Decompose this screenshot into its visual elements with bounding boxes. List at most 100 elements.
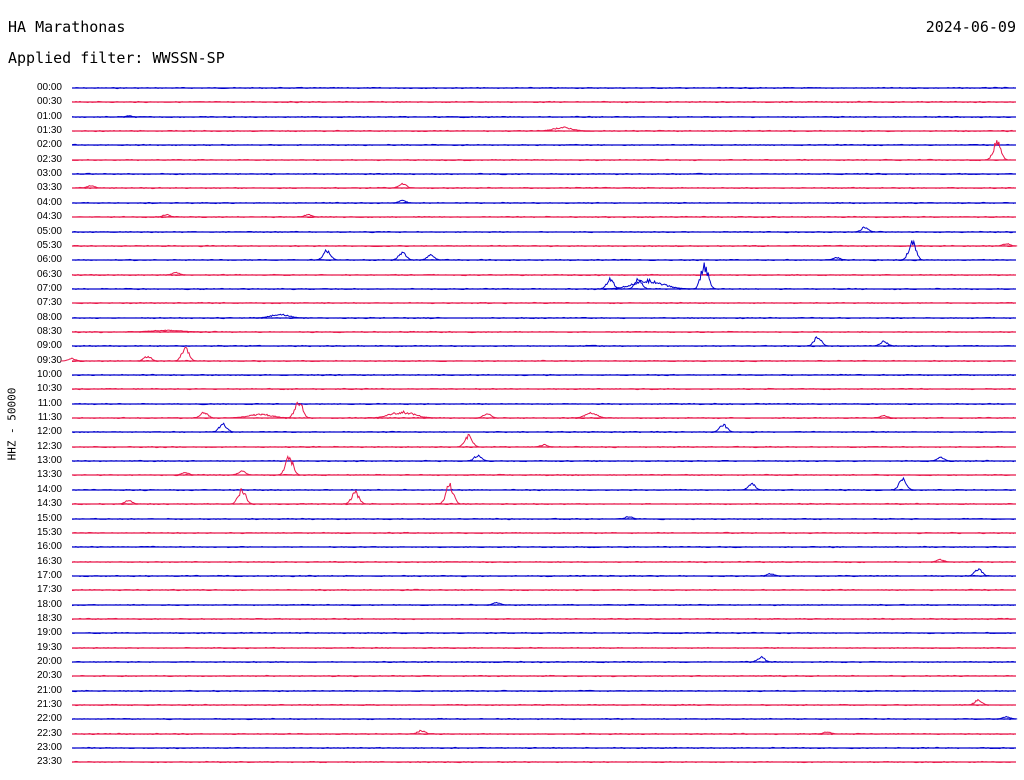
trace-svg [71, 455, 1016, 477]
time-label: 20:30 [36, 670, 62, 682]
trace-row: 22:00 [0, 712, 1024, 726]
trace-svg [71, 172, 1016, 176]
time-label: 19:00 [36, 627, 62, 639]
trace-row: 23:00 [0, 741, 1024, 755]
time-label: 11:30 [37, 412, 62, 424]
trace-noise [71, 402, 1015, 405]
seismic-event [364, 410, 440, 419]
trace-svg [71, 313, 1016, 319]
time-label: 12:00 [36, 426, 62, 438]
trace-row: 13:30 [0, 455, 1024, 482]
trace-svg [71, 646, 1016, 649]
seismic-event [572, 411, 610, 419]
trace-noise [71, 718, 1015, 721]
seismic-event [391, 199, 414, 204]
time-label: 00:30 [36, 96, 62, 108]
trace-noise [71, 273, 1015, 276]
time-label: 15:00 [36, 512, 62, 524]
trace-svg [71, 515, 1016, 520]
seismic-event [532, 443, 555, 448]
trace-svg [71, 689, 1016, 692]
time-label: 06:00 [36, 254, 62, 266]
seismic-event [277, 455, 300, 476]
trace-svg [71, 632, 1016, 635]
trace-svg [71, 546, 1016, 549]
trace-row: 14:00 [0, 476, 1024, 497]
trace-svg [71, 373, 1016, 377]
trace-row: 03:00 [0, 167, 1024, 181]
seismic-event [173, 346, 197, 362]
trace-row: 22:30 [0, 727, 1024, 741]
time-label: 17:00 [36, 569, 62, 581]
trace-row: 13:00 [0, 454, 1024, 468]
seismic-event [598, 276, 621, 290]
trace-noise [71, 172, 1015, 176]
time-label: 14:30 [36, 498, 62, 510]
trace-noise [71, 646, 1014, 649]
time-label: 05:30 [36, 239, 62, 251]
trace-noise [71, 589, 1015, 592]
seismic-event [60, 357, 83, 362]
trace-svg [71, 558, 1016, 563]
trace-row: 20:00 [0, 655, 1024, 669]
trace-noise [71, 244, 1015, 247]
trace-row: 15:00 [0, 512, 1024, 526]
trace-noise [71, 215, 1015, 219]
trace-svg [71, 271, 1016, 276]
time-label: 02:30 [36, 153, 62, 165]
trace-row: 07:00 [0, 262, 1024, 296]
trace-noise [71, 187, 1015, 190]
seismic-event [600, 277, 695, 290]
trace-row: 21:30 [0, 698, 1024, 712]
trace-noise [71, 660, 1015, 664]
trace-row: 07:30 [0, 296, 1024, 310]
trace-noise [71, 359, 1015, 362]
seismic-event [485, 601, 508, 606]
seismic-event [391, 251, 414, 261]
time-label: 10:30 [36, 383, 62, 395]
trace-noise [71, 201, 1015, 204]
time-label: 22:00 [36, 713, 62, 725]
trace-noise [71, 230, 1015, 233]
trace-row: 04:30 [0, 210, 1024, 224]
seismic-event [457, 433, 480, 448]
seismic-event [693, 262, 716, 290]
trace-row: 10:00 [0, 368, 1024, 382]
time-label: 14:00 [36, 483, 62, 495]
seismic-event [391, 183, 414, 189]
trace-noise [71, 287, 1015, 291]
trace-svg [71, 589, 1016, 592]
seismic-event [995, 716, 1018, 720]
trace-svg [71, 601, 1016, 606]
trace-row: 16:00 [0, 540, 1024, 554]
trace-row: 03:30 [0, 181, 1024, 195]
trace-svg [71, 402, 1016, 405]
seismic-event [287, 401, 310, 419]
trace-row: 01:00 [0, 110, 1024, 124]
seismic-event [966, 568, 989, 577]
seismic-event [534, 126, 591, 132]
trace-svg [71, 239, 1016, 262]
seismic-event [315, 249, 338, 261]
trace-svg [71, 213, 1016, 219]
seismic-event [251, 313, 308, 319]
trace-noise [71, 603, 1015, 606]
seismic-event [825, 257, 848, 261]
time-label: 18:00 [36, 598, 62, 610]
trace-svg [60, 346, 1016, 362]
trace-svg [72, 698, 1016, 707]
seismic-event [891, 476, 914, 491]
trace-row: 06:00 [0, 239, 1024, 267]
trace-noise [71, 632, 1015, 635]
trace-noise [71, 531, 1015, 535]
trace-svg [71, 476, 1016, 491]
time-label: 16:30 [36, 555, 62, 567]
trace-svg [71, 675, 1016, 678]
time-label: 01:00 [36, 110, 62, 122]
trace-row: 08:00 [0, 311, 1024, 325]
time-label: 16:00 [36, 541, 62, 553]
time-label: 20:00 [36, 656, 62, 667]
trace-svg [71, 199, 1016, 204]
time-label: 05:00 [36, 225, 62, 237]
trace-row: 00:30 [0, 95, 1024, 109]
